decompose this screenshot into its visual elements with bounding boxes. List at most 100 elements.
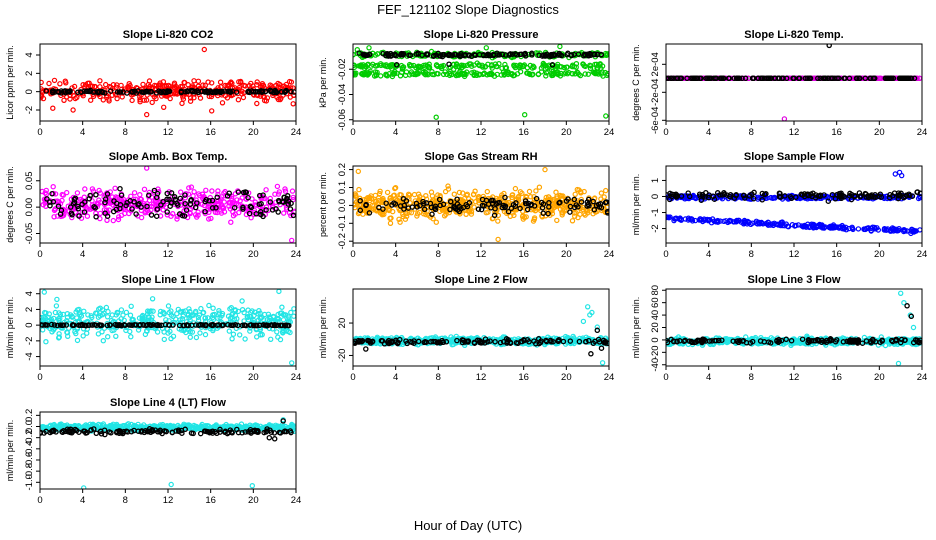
- data-point-all: [108, 197, 114, 204]
- data-point-all: [232, 211, 238, 217]
- data-point-selected: [533, 195, 540, 202]
- y-tick-label: -1: [650, 208, 661, 216]
- data-point-selected: [486, 52, 492, 58]
- data-point-all: [147, 83, 153, 90]
- data-point-selected: [182, 200, 188, 207]
- data-point-all: [526, 188, 533, 195]
- data-point-selected: [166, 196, 172, 203]
- data-point-all: [574, 186, 581, 193]
- data-point-selected: [895, 193, 902, 199]
- data-point-selected: [492, 338, 498, 345]
- data-point-all: [106, 83, 113, 90]
- data-point-selected: [780, 75, 786, 82]
- data-point-selected: [146, 192, 152, 198]
- x-tick-label: 20: [248, 127, 259, 138]
- data-point-all: [64, 330, 71, 336]
- data-point-all: [176, 326, 182, 332]
- data-point-selected: [523, 200, 530, 207]
- data-point-all: [445, 183, 451, 189]
- data-point-all: [445, 186, 452, 192]
- data-point-selected: [384, 339, 391, 345]
- data-point-all: [177, 189, 184, 195]
- data-point-selected: [276, 199, 282, 205]
- data-point-all: [561, 64, 568, 71]
- data-point-selected: [86, 322, 92, 329]
- data-point-all: [379, 211, 385, 218]
- data-point-all: [215, 188, 221, 194]
- data-point-selected: [829, 75, 835, 82]
- y-tick-label: 2: [24, 307, 35, 312]
- data-point-selected: [275, 209, 281, 215]
- data-point-selected: [492, 205, 498, 212]
- panel-title: Slope Sample Flow: [744, 151, 845, 163]
- data-point-all: [46, 311, 53, 317]
- data-point-all: [758, 219, 765, 226]
- data-point-selected: [820, 75, 826, 82]
- data-point-all: [423, 62, 429, 68]
- data-point-all: [101, 325, 108, 331]
- data-point-selected: [153, 213, 160, 219]
- data-point-selected: [573, 202, 580, 208]
- data-point-all: [554, 217, 560, 224]
- data-point-all: [394, 70, 400, 76]
- data-point-selected: [548, 52, 554, 59]
- data-point-all: [181, 208, 187, 214]
- data-point-selected: [208, 322, 214, 328]
- data-point-selected: [591, 206, 598, 213]
- data-point-all: [899, 172, 905, 179]
- x-tick-label: 20: [874, 127, 885, 138]
- data-point-selected: [136, 201, 142, 207]
- data-point-all: [522, 111, 528, 118]
- data-point-selected: [87, 192, 93, 199]
- data-point-selected: [209, 197, 216, 204]
- data-point-all: [353, 202, 357, 208]
- data-point-all: [236, 79, 242, 85]
- data-point-selected: [776, 190, 783, 196]
- data-point-all: [388, 215, 394, 221]
- data-point-all: [158, 199, 164, 205]
- data-point-selected: [129, 206, 135, 212]
- data-point-selected: [466, 52, 473, 58]
- data-point-selected: [445, 52, 452, 59]
- data-point-selected: [184, 88, 191, 94]
- data-point-all: [513, 197, 519, 203]
- data-point-all: [441, 213, 448, 219]
- y-tick-label: -2: [24, 337, 35, 345]
- data-point-selected: [432, 206, 439, 213]
- data-point-selected: [203, 197, 209, 203]
- data-point-selected: [47, 202, 53, 209]
- data-point-selected: [826, 44, 832, 49]
- data-point-selected: [144, 203, 150, 210]
- data-point-all: [447, 68, 453, 75]
- data-point-selected: [213, 205, 219, 211]
- data-point-all: [152, 199, 158, 205]
- data-point-all: [274, 183, 281, 190]
- data-point-selected: [209, 205, 216, 211]
- data-point-all: [559, 209, 565, 216]
- data-point-selected: [481, 203, 487, 209]
- data-points: [353, 44, 609, 120]
- data-point-selected: [489, 200, 496, 207]
- data-point-selected: [379, 338, 386, 344]
- data-point-all: [226, 199, 232, 206]
- data-point-selected: [540, 52, 547, 58]
- data-point-all: [118, 82, 124, 89]
- data-point-selected: [403, 198, 410, 204]
- x-tick-label: 8: [436, 249, 441, 260]
- x-tick-label: 4: [393, 372, 398, 383]
- data-point-selected: [155, 322, 161, 328]
- x-tick-label: 16: [831, 127, 842, 138]
- data-point-all: [232, 307, 238, 313]
- data-point-selected: [168, 200, 175, 206]
- data-point-all: [236, 84, 243, 91]
- data-point-selected: [517, 205, 523, 212]
- data-point-all: [387, 220, 394, 226]
- data-point-all: [114, 95, 120, 102]
- data-point-all: [104, 314, 111, 320]
- data-point-selected: [409, 339, 415, 346]
- data-point-all: [895, 227, 902, 234]
- data-point-all: [563, 70, 569, 76]
- data-point-selected: [182, 192, 188, 198]
